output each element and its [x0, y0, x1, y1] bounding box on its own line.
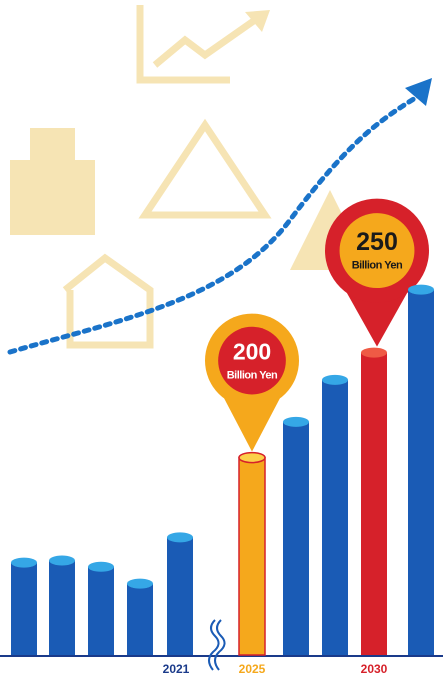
bar-body — [361, 352, 387, 655]
bar — [88, 561, 114, 655]
bar — [408, 284, 434, 655]
bar — [11, 557, 37, 655]
x-tick-label: 2030 — [361, 662, 388, 676]
bar-body — [49, 560, 75, 655]
bar-top — [283, 416, 309, 427]
bar — [283, 416, 309, 655]
x-tick-label: 2021 — [163, 662, 190, 676]
bar-top — [49, 555, 75, 566]
bar — [322, 374, 348, 655]
value-unit: Billion Yen — [227, 370, 278, 382]
bar-body — [167, 537, 193, 655]
bar-body — [408, 289, 434, 655]
bar-top — [127, 578, 153, 589]
bar-top — [238, 451, 266, 464]
pin-inner — [218, 326, 286, 395]
bar-body — [88, 566, 114, 655]
bar — [361, 347, 387, 655]
bar-body — [11, 562, 37, 655]
bar-body — [283, 421, 309, 655]
bar-top — [361, 347, 387, 358]
pin-inner — [339, 213, 415, 289]
bar-top — [11, 557, 37, 568]
bar — [238, 451, 266, 656]
bar — [49, 555, 75, 655]
value-label: 250 — [356, 228, 398, 256]
bar-top — [408, 284, 434, 295]
bar-body — [238, 456, 266, 656]
pin: 250 Billion Yen — [325, 198, 429, 347]
bar-body — [127, 583, 153, 655]
value-label: 200 — [233, 339, 271, 365]
value-unit: Billion Yen — [352, 260, 403, 272]
bar-top — [167, 532, 193, 543]
trend-arrow-head — [405, 78, 432, 106]
axis-break — [208, 619, 226, 671]
x-tick-label: 2025 — [239, 662, 266, 676]
bar-top — [88, 561, 114, 572]
bar-top — [322, 374, 348, 385]
pin: 200 Billion Yen — [205, 313, 299, 452]
trend-arrow — [7, 92, 423, 355]
bar — [127, 578, 153, 655]
bar-body — [322, 379, 348, 655]
bar — [167, 532, 193, 655]
